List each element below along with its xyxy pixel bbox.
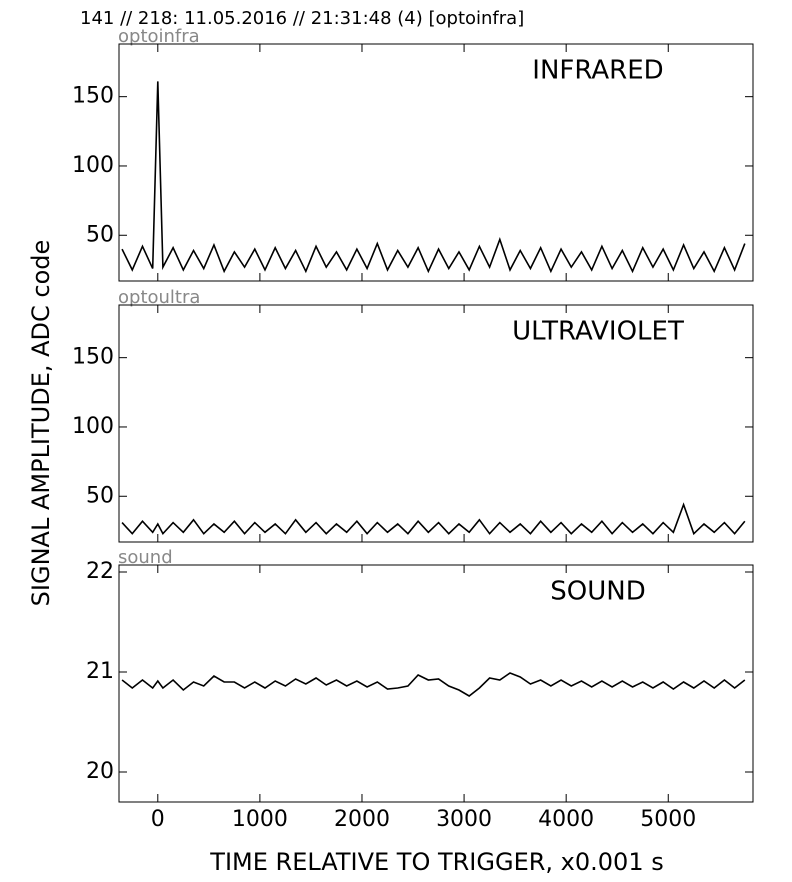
y-tick-label: 20: [86, 759, 114, 784]
x-tick-label: 0: [151, 807, 165, 832]
plot-frame: [118, 564, 754, 803]
y-tick-label: 100: [72, 414, 114, 439]
signal-line: [121, 502, 746, 536]
x-tick-label: 2000: [334, 807, 390, 832]
figure-title: 141 // 218: 11.05.2016 // 21:31:48 (4) […: [80, 8, 524, 29]
panel-title: SOUND: [550, 577, 645, 607]
y-tick-label: 100: [72, 153, 114, 178]
x-axis-label: TIME RELATIVE TO TRIGGER, x0.001 s: [209, 848, 663, 876]
series-label: sound: [118, 547, 173, 568]
panel-title: INFRARED: [532, 56, 663, 86]
y-tick-label: 150: [72, 84, 114, 109]
y-tick-label: 22: [86, 559, 114, 584]
y-axis-label: SIGNAL AMPLITUDE, ADC code: [27, 240, 55, 607]
panel-title: ULTRAVIOLET: [512, 317, 684, 347]
signal-line: [121, 672, 746, 697]
x-tick-label: 4000: [538, 807, 594, 832]
plot-frame: [118, 304, 754, 543]
y-tick-label: 150: [72, 345, 114, 370]
x-tick-label: 3000: [436, 807, 492, 832]
y-tick-label: 21: [86, 659, 114, 684]
x-tick-label: 5000: [640, 807, 696, 832]
series-label: optoinfra: [118, 26, 200, 47]
series-label: optoultra: [118, 287, 200, 308]
y-tick-label: 50: [86, 222, 114, 247]
plot-frame: [118, 43, 754, 282]
signal-line: [121, 81, 746, 274]
y-tick-label: 50: [86, 483, 114, 508]
x-tick-label: 1000: [232, 807, 288, 832]
